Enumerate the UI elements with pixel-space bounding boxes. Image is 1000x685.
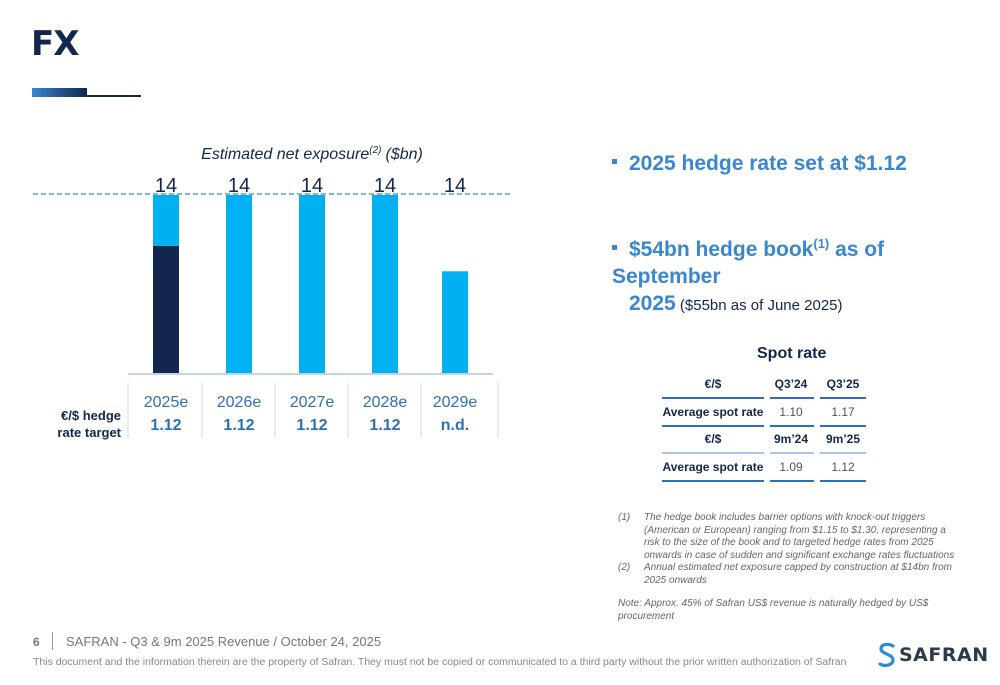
spot-row-divider — [820, 480, 866, 482]
page-number: 6 — [33, 635, 40, 649]
category-label: 2027e — [290, 394, 335, 411]
footnote-text: The hedge book includes barrier options … — [644, 512, 955, 561]
footer-title: SAFRAN - Q3 & 9m 2025 Revenue / October … — [66, 634, 382, 649]
footnotes: (1) The hedge book includes barrier opti… — [618, 512, 963, 623]
spot-row-divider — [770, 452, 814, 454]
bullet-marker — [612, 244, 617, 250]
title-underline — [87, 95, 141, 97]
slide-title: FX — [31, 24, 79, 64]
spot-row-divider — [820, 425, 866, 427]
disclaimer: This document and the information therei… — [33, 656, 847, 668]
spot-cell: 9m’25 — [825, 432, 861, 446]
spot-row-divider — [662, 397, 764, 399]
footnote-1: (1) The hedge book includes barrier opti… — [618, 512, 963, 562]
spot-row-divider — [662, 425, 764, 427]
category-label: 2029e — [433, 394, 478, 411]
bullet-text-rest: as of September — [612, 238, 885, 288]
footnote-number: (1) — [618, 512, 631, 523]
bullet-hedge-rate: 2025 hedge rate set at $1.12 — [612, 152, 907, 176]
category-label: 2028e — [363, 394, 408, 411]
spot-cell: 1.09 — [779, 460, 803, 474]
spot-row-divider — [820, 397, 866, 399]
category-label: 2025e — [144, 394, 189, 411]
hedge-rate-target: 1.12 — [296, 417, 327, 434]
bar-2025e-exposure — [153, 195, 179, 246]
spot-row-label: Average spot rate — [662, 405, 764, 419]
spot-row-divider — [770, 425, 814, 427]
net-exposure-chart: Estimated net exposure(2) ($bn) 14 2025e 1.… — [33, 145, 512, 440]
bar-2027e-exposure — [299, 195, 325, 373]
safran-s-icon — [878, 643, 895, 667]
value-label: 14 — [444, 175, 466, 197]
spot-cell: 1.10 — [779, 405, 803, 419]
value-label: 14 — [155, 175, 177, 197]
bullet-text-line2: 2025 — [629, 292, 676, 315]
spot-cell: Q3’25 — [826, 377, 860, 391]
hedge-rate-target: n.d. — [441, 417, 469, 434]
spot-cell: 1.17 — [831, 405, 855, 419]
spot-cell: 9m’24 — [773, 432, 809, 446]
footnote-text: Annual estimated net exposure capped by … — [644, 562, 952, 586]
bullet-text: 2025 hedge rate set at $1.12 — [629, 152, 907, 175]
bars-layer — [153, 195, 468, 373]
spot-row-divider — [662, 452, 764, 454]
footer-divider — [52, 632, 53, 650]
spot-cell: Q3’24 — [774, 377, 808, 391]
bullet-marker — [612, 158, 617, 164]
labels-layer: 14 2025e 1.12 14 2026e 1.12 14 2027e 1.12 14 2028e… — [127, 175, 499, 438]
note-natural-hedge: Note: Approx. 45% of Safran US$ revenue … — [618, 598, 929, 622]
bar-2026e-exposure — [226, 195, 252, 373]
value-label: 14 — [301, 175, 323, 197]
spot-row-divider — [662, 480, 764, 482]
row-label-line1: €/$ hedge — [61, 408, 121, 423]
title-underline-accent — [32, 88, 87, 97]
spot-row-label: €/$ — [704, 432, 722, 446]
spot-row-label: €/$ — [704, 377, 722, 391]
spot-row-divider — [820, 452, 866, 454]
spot-rate-title: Spot rate — [757, 345, 827, 362]
value-label: 14 — [374, 175, 396, 197]
footnote-2: (2) Annual estimated net exposure capped… — [618, 562, 963, 587]
safran-logo: SAFRAN — [878, 643, 989, 667]
footnote-number: (2) — [618, 562, 631, 573]
footnote-ref: (1) — [813, 236, 830, 251]
spot-row-divider — [770, 397, 814, 399]
safran-logo-text: SAFRAN — [899, 644, 989, 666]
hedge-rate-target: 1.12 — [223, 417, 254, 434]
bar-2028e-exposure — [372, 195, 398, 373]
category-label: 2026e — [217, 394, 262, 411]
bar-2029e-exposure — [442, 271, 468, 373]
hedge-rate-target: 1.12 — [369, 417, 400, 434]
spot-row-label: Average spot rate — [662, 460, 764, 474]
bullet-subnote: ($55bn as of June 2025) — [675, 297, 843, 314]
spot-row-divider — [770, 480, 814, 482]
chart-title: Estimated net exposure(2) ($bn) — [201, 145, 423, 163]
hedge-rate-target: 1.12 — [150, 417, 181, 434]
bullet-text: $54bn hedge book — [629, 238, 814, 261]
bar-2025e-hedged — [153, 245, 179, 373]
bullet-hedge-book: $54bn hedge book(1) as of September 2025… — [612, 230, 982, 319]
row-label-line2: rate target — [57, 425, 121, 440]
spot-cell: 1.12 — [831, 460, 855, 474]
value-label: 14 — [228, 175, 250, 197]
